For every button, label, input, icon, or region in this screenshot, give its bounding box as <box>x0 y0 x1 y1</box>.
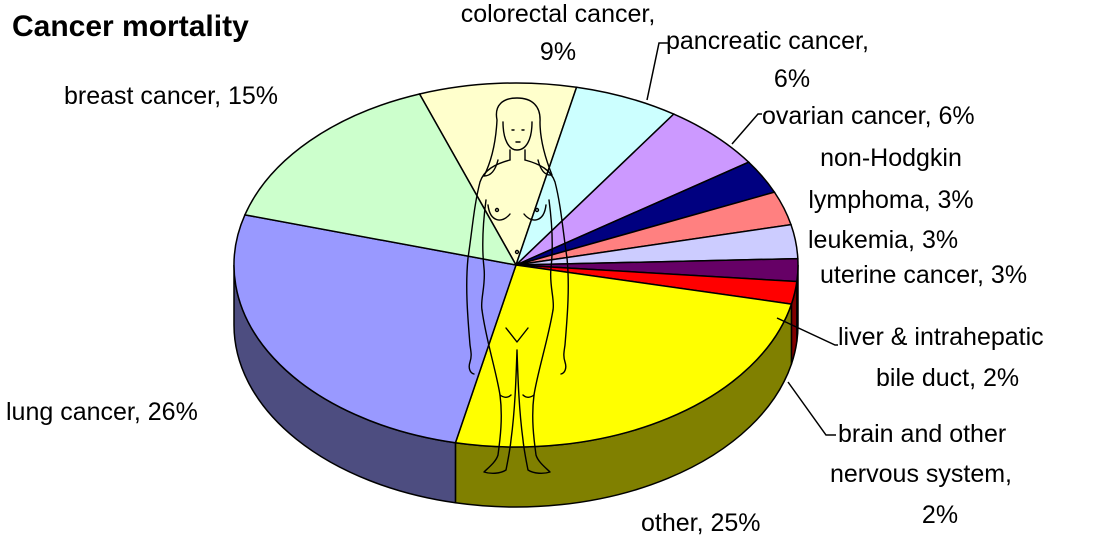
label-other-line-1: other, 25% <box>641 509 761 537</box>
female-figure-illustration <box>466 97 569 475</box>
leader-line <box>731 113 762 145</box>
label-colorectal-cancer-line-1: colorectal cancer, <box>461 0 656 28</box>
pie-slice-colorectal-cancer <box>418 82 578 267</box>
label-liver-intrahepatic-bile-duct-line-2: bile duct, 2% <box>876 364 1019 392</box>
label-brain-and-other-nervous-system-line-1: brain and other <box>838 420 1006 448</box>
label-colorectal-cancer-line-2: 9% <box>540 38 576 66</box>
slice-labels: colorectal cancer, 9% pancreatic cancer, 6%… <box>6 0 1044 537</box>
pie-slice-lung-cancer <box>233 213 517 444</box>
leader-line <box>787 381 836 436</box>
label-non-hodgkin-lymphoma-line-1: non-Hodgkin <box>820 144 962 172</box>
label-leader-lines <box>646 42 838 436</box>
pie-slice-breast-cancer <box>243 93 518 267</box>
label-liver-intrahepatic-bile-duct-line-1: liver & intrahepatic <box>838 323 1044 351</box>
label-brain-and-other-nervous-system-line-3: 2% <box>922 501 958 529</box>
label-pancreatic-cancer-line-1: pancreatic cancer, <box>666 27 869 55</box>
leader-line <box>646 42 668 101</box>
label-uterine-cancer-line-1: uterine cancer, 3% <box>820 261 1027 289</box>
label-breast-cancer-line-1: breast cancer, 15% <box>64 82 278 110</box>
label-non-hodgkin-lymphoma-line-2: lymphoma, 3% <box>808 186 973 214</box>
label-pancreatic-cancer-line-2: 6% <box>774 65 810 93</box>
leader-line <box>776 317 838 346</box>
label-leukemia-line-1: leukemia, 3% <box>808 226 958 254</box>
label-lung-cancer-line-1: lung cancer, 26% <box>6 398 198 426</box>
label-brain-and-other-nervous-system-line-2: nervous system, <box>830 460 1012 488</box>
chart-title: Cancer mortality <box>12 10 249 43</box>
pie-top <box>233 82 799 448</box>
label-ovarian-cancer-line-1: ovarian cancer, 6% <box>762 102 975 130</box>
